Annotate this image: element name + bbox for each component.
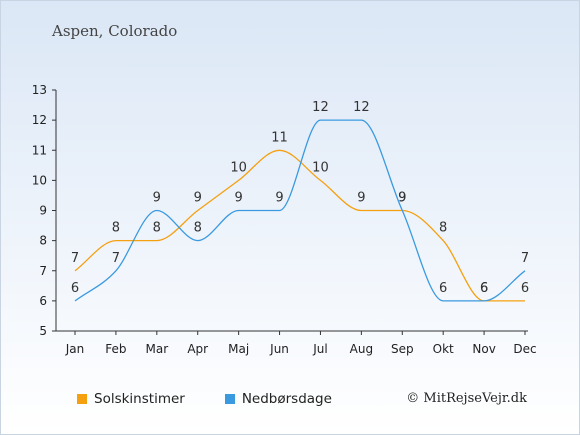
data-label-rain: 9 <box>275 191 283 206</box>
data-label-sun: 6 <box>521 281 529 296</box>
legend: Solskinstimer Nedbørsdage <box>77 391 332 407</box>
y-tick-label: 10 <box>32 173 47 187</box>
series-line-rain <box>74 119 526 302</box>
legend-label-rain: Nedbørsdage <box>241 391 332 407</box>
chart-title: Aspen, Colorado <box>52 22 178 40</box>
data-label-rain: 9 <box>153 191 161 206</box>
data-label-sun: 8 <box>153 221 161 236</box>
y-tick-label: 13 <box>32 83 47 97</box>
data-label-rain: 6 <box>71 281 79 296</box>
y-tick-label: 11 <box>32 143 47 157</box>
data-label-sun: 6 <box>480 281 488 296</box>
legend-swatch-rain <box>224 394 235 404</box>
data-label-rain: 6 <box>439 281 447 296</box>
legend-swatch-sun <box>77 394 87 404</box>
data-label-sun: 8 <box>112 221 120 236</box>
data-label-rain: 12 <box>353 100 370 115</box>
data-label-rain: 6 <box>480 281 488 296</box>
data-label-rain: 12 <box>312 100 329 115</box>
data-label-sun: 9 <box>357 191 365 206</box>
x-tick-label: Sep <box>391 342 414 356</box>
data-label-sun: 7 <box>71 251 79 266</box>
x-tick-label: Jan <box>65 342 85 356</box>
legend-item-rain: Nedbørsdage <box>224 391 332 407</box>
data-label-sun: 9 <box>194 191 202 206</box>
x-tick-label: Apr <box>187 342 208 356</box>
y-tick-label: 8 <box>39 234 47 248</box>
y-tick-label: 6 <box>39 294 47 308</box>
data-label-sun: 8 <box>439 221 447 236</box>
x-tick-label: Mar <box>145 342 168 356</box>
x-tick-label: Maj <box>228 342 249 356</box>
data-label-sun: 10 <box>230 160 247 175</box>
legend-label-sun: Solskinstimer <box>94 391 185 407</box>
y-tick-label: 7 <box>39 264 47 278</box>
data-label-sun: 10 <box>312 160 329 175</box>
data-label-sun: 11 <box>271 130 288 145</box>
x-tick-label: Dec <box>513 342 536 356</box>
data-label-rain: 9 <box>398 191 406 206</box>
y-tick-label: 9 <box>39 204 47 218</box>
line-chart: 5 6 7 8 9 10 11 12 13 Jan Feb Mar Apr Maj Jun Jul Aug Sep… <box>32 83 537 356</box>
x-tick-label: Okt <box>433 342 454 356</box>
data-label-rain: 7 <box>521 251 529 266</box>
x-tick-label: Aug <box>350 342 373 356</box>
x-tick-label: Feb <box>105 342 126 356</box>
data-label-sun: 9 <box>398 191 406 206</box>
x-tick-label: Nov <box>472 342 495 356</box>
x-tick-label: Jul <box>312 342 327 356</box>
series-line-sun <box>74 149 525 302</box>
data-label-rain: 8 <box>194 221 202 236</box>
legend-item-sun: Solskinstimer <box>77 391 185 407</box>
data-label-rain: 7 <box>112 251 120 266</box>
y-tick-label: 12 <box>32 113 47 127</box>
y-tick-label: 5 <box>39 324 47 338</box>
x-tick-label: Jun <box>269 342 289 356</box>
credit-text: © MitRejseVejr.dk <box>406 391 527 406</box>
data-label-rain: 9 <box>234 191 242 206</box>
